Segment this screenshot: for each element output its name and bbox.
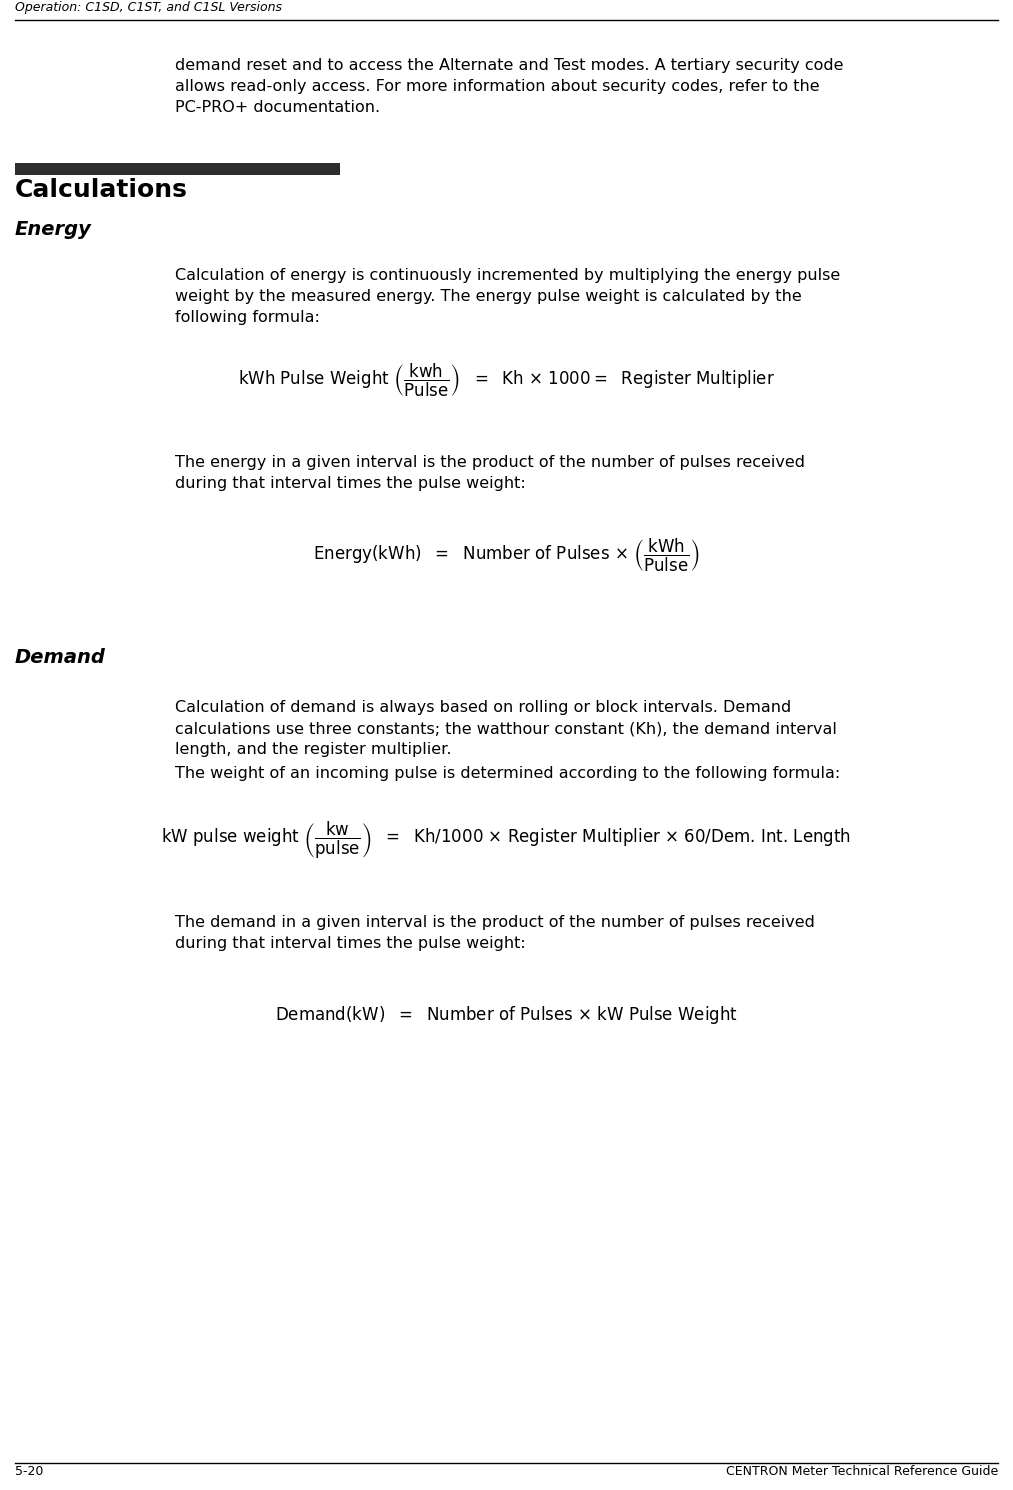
Text: weight by the measured energy. The energy pulse weight is calculated by the: weight by the measured energy. The energ… bbox=[175, 289, 801, 304]
Text: The demand in a given interval is the product of the number of pulses received: The demand in a given interval is the pr… bbox=[175, 915, 814, 930]
Text: during that interval times the pulse weight:: during that interval times the pulse wei… bbox=[175, 475, 526, 492]
Text: The energy in a given interval is the product of the number of pulses received: The energy in a given interval is the pr… bbox=[175, 454, 805, 469]
Text: Calculations: Calculations bbox=[15, 177, 187, 203]
Text: following formula:: following formula: bbox=[175, 310, 320, 325]
FancyBboxPatch shape bbox=[15, 162, 340, 174]
Text: allows read-only access. For more information about security codes, refer to the: allows read-only access. For more inform… bbox=[175, 79, 820, 94]
Text: The weight of an incoming pulse is determined according to the following formula: The weight of an incoming pulse is deter… bbox=[175, 766, 840, 781]
Text: during that interval times the pulse weight:: during that interval times the pulse wei… bbox=[175, 936, 526, 951]
Text: PC-PRO+ documentation.: PC-PRO+ documentation. bbox=[175, 100, 380, 115]
Text: demand reset and to access the Alternate and Test modes. A tertiary security cod: demand reset and to access the Alternate… bbox=[175, 58, 844, 73]
Text: kW pulse weight $\left(\dfrac{\mathrm{kw}}{\mathrm{pulse}}\right)$  $=$  Kh$/$10: kW pulse weight $\left(\dfrac{\mathrm{kw… bbox=[161, 820, 851, 861]
Text: Demand(kW)  $=$  Number of Pulses $\times$ kW Pulse Weight: Demand(kW) $=$ Number of Pulses $\times$… bbox=[275, 1004, 737, 1027]
Text: calculations use three constants; the watthour constant (Kh), the demand interva: calculations use three constants; the wa… bbox=[175, 721, 837, 736]
Text: Calculation of demand is always based on rolling or block intervals. Demand: Calculation of demand is always based on… bbox=[175, 700, 791, 715]
Text: Operation: C1SD, C1ST, and C1SL Versions: Operation: C1SD, C1ST, and C1SL Versions bbox=[15, 1, 282, 13]
Text: CENTRON Meter Technical Reference Guide: CENTRON Meter Technical Reference Guide bbox=[725, 1465, 998, 1478]
Text: Calculation of energy is continuously incremented by multiplying the energy puls: Calculation of energy is continuously in… bbox=[175, 268, 840, 283]
Text: length, and the register multiplier.: length, and the register multiplier. bbox=[175, 742, 452, 757]
Text: kWh Pulse Weight $\left(\dfrac{\mathrm{kwh}}{\mathrm{Pulse}}\right)$  $=$  Kh $\: kWh Pulse Weight $\left(\dfrac{\mathrm{k… bbox=[237, 362, 775, 399]
Text: Demand: Demand bbox=[15, 648, 106, 668]
Text: 5-20: 5-20 bbox=[15, 1465, 44, 1478]
Text: Energy(kWh)  $=$  Number of Pulses $\times$ $\left(\dfrac{\mathrm{kWh}}{\mathrm{: Energy(kWh) $=$ Number of Pulses $\times… bbox=[313, 536, 699, 574]
Text: Energy: Energy bbox=[15, 221, 92, 238]
